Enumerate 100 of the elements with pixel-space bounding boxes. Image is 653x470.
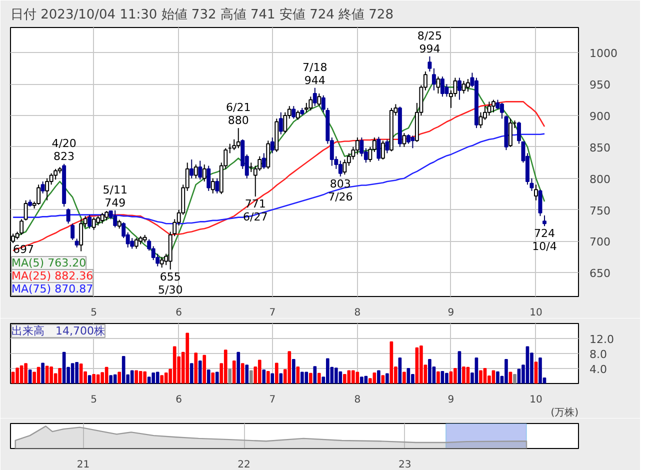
- bar: [398, 358, 402, 384]
- candlestick: [462, 80, 466, 94]
- bar: [41, 362, 44, 384]
- bar: [113, 374, 117, 384]
- bar: [224, 350, 228, 384]
- bar: [308, 372, 312, 384]
- annotation: 6/21 880: [226, 101, 251, 128]
- bar: [118, 372, 122, 384]
- candlestick: [134, 238, 138, 250]
- y-axis-title: (万株): [550, 406, 579, 418]
- x-tick-label: 21: [76, 460, 90, 470]
- bar: [24, 363, 28, 384]
- bar: [75, 362, 78, 384]
- y-tick-label: 950: [590, 78, 610, 92]
- candlestick: [262, 152, 266, 170]
- candlestick: [355, 136, 360, 155]
- candlestick: [312, 87, 317, 107]
- bar: [186, 332, 190, 384]
- candlestick: [113, 210, 118, 228]
- bar: [262, 370, 266, 384]
- bar: [79, 364, 83, 384]
- bar: [517, 368, 521, 384]
- bar: [96, 374, 100, 384]
- bar: [492, 370, 496, 384]
- y-tick-label: 4.0: [590, 363, 607, 376]
- bar: [122, 356, 126, 384]
- bar: [211, 372, 215, 384]
- candlestick: [70, 223, 75, 240]
- bar: [147, 376, 151, 384]
- candlestick: [466, 78, 470, 92]
- x-tick-label: 6: [176, 394, 182, 406]
- candlestick: [296, 110, 300, 120]
- candlestick: [190, 158, 194, 179]
- candlestick: [380, 140, 385, 160]
- bar: [402, 372, 406, 384]
- candlestick: [20, 218, 24, 236]
- candlestick: [236, 128, 240, 149]
- bar: [360, 376, 364, 384]
- bar: [11, 372, 15, 384]
- bar: [381, 375, 385, 384]
- chart-title: 日付 2023/10/04 11:30 始値 732 高値 741 安値 724 終値 728: [10, 6, 394, 22]
- candlestick: [278, 112, 283, 135]
- candlestick: [436, 76, 440, 94]
- y-tick-label: 850: [590, 141, 610, 154]
- bar: [466, 366, 470, 384]
- candlestick: [40, 180, 45, 194]
- candlestick: [160, 256, 164, 268]
- bar: [334, 368, 338, 384]
- candlestick: [194, 164, 198, 179]
- bar: [386, 373, 389, 384]
- x-tick-label: 9: [448, 308, 454, 318]
- y-tick-label: 12.0: [590, 333, 614, 346]
- bar: [198, 360, 202, 384]
- candlestick: [376, 136, 381, 162]
- bar: [143, 371, 147, 384]
- annotation: 803 7/26: [328, 177, 353, 204]
- x-tick-label: 23: [398, 460, 412, 470]
- candlestick: [457, 77, 462, 100]
- bar: [45, 366, 49, 384]
- candlestick: [24, 200, 28, 221]
- bar: [454, 368, 457, 384]
- y-tick-label: 650: [590, 267, 610, 280]
- candlestick: [79, 218, 84, 252]
- candlestick: [36, 184, 41, 206]
- bar: [440, 371, 444, 384]
- y-tick-label: 700: [590, 236, 610, 249]
- x-tick-label: 7: [269, 308, 276, 318]
- bar: [232, 360, 236, 384]
- candlestick: [66, 208, 70, 224]
- candlestick: [198, 160, 202, 180]
- bar: [190, 363, 194, 384]
- bar: [50, 366, 53, 384]
- bar: [372, 372, 376, 384]
- bar: [36, 366, 40, 384]
- bar: [462, 366, 466, 384]
- y-tick-label: 750: [590, 204, 610, 218]
- bar: [279, 373, 283, 384]
- series-label: MA(5) 763.20: [12, 256, 86, 270]
- candlestick: [440, 76, 444, 98]
- bar: [228, 368, 232, 384]
- candlestick: [92, 216, 96, 230]
- x-tick-label: 9: [448, 394, 454, 406]
- bar: [202, 354, 206, 384]
- bar: [20, 365, 24, 384]
- bar: [364, 376, 368, 384]
- x-tick-label: 5: [90, 308, 98, 318]
- candlestick: [206, 165, 211, 192]
- bar: [16, 368, 19, 384]
- bar: [526, 346, 530, 384]
- bar: [270, 373, 274, 384]
- bar: [508, 372, 512, 384]
- annotation: 4/20 823: [52, 136, 76, 163]
- bar: [534, 362, 538, 384]
- bar: [156, 372, 160, 384]
- annotation: 655 5/30: [158, 270, 183, 296]
- candlestick: [266, 140, 270, 170]
- bar: [428, 359, 432, 384]
- bar: [152, 372, 156, 384]
- bar: [406, 368, 410, 384]
- candlestick: [202, 164, 206, 182]
